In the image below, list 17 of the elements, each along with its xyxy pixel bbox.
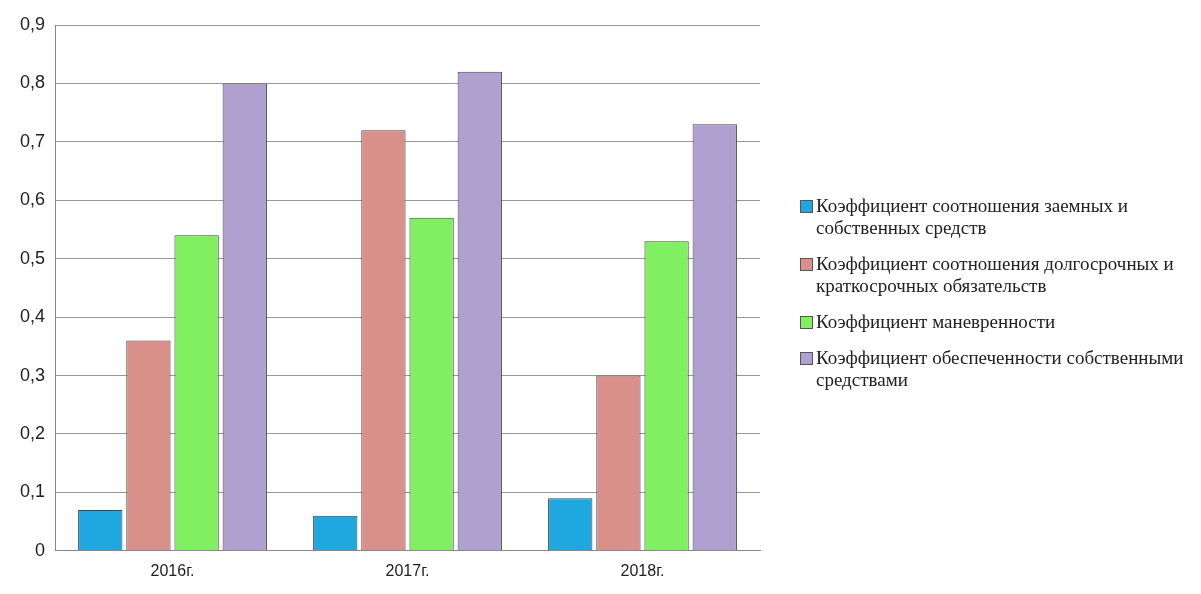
x-tick-label: 2017г. bbox=[385, 561, 430, 579]
y-tick-label: 0 bbox=[35, 539, 46, 560]
y-tick-label: 0,1 bbox=[19, 481, 46, 502]
y-tick-label: 0,3 bbox=[19, 364, 46, 385]
x-tick-label: 2016г. bbox=[150, 561, 195, 579]
legend-label: Коэффициент соотношения долгосрочных и краткосрочных обязательств bbox=[816, 253, 1175, 297]
y-tick-label: 0,2 bbox=[19, 422, 46, 443]
legend-label: Коэффициент обеспеченности собственными средствами bbox=[816, 347, 1185, 391]
y-tick-label: 0,9 bbox=[19, 13, 46, 34]
y-tick-label: 0,7 bbox=[19, 130, 46, 151]
y-tick-label: 0,8 bbox=[19, 72, 46, 93]
y-tick-label: 0,5 bbox=[19, 247, 46, 268]
legend-label: Коэффициент маневренности bbox=[816, 311, 1056, 333]
x-tick-label: 2018г. bbox=[620, 561, 665, 579]
legend-label: Коэффициент соотношения заемных и собственных средств bbox=[816, 195, 1129, 239]
y-tick-label: 0,6 bbox=[19, 189, 46, 210]
y-tick-label: 0,4 bbox=[19, 306, 46, 327]
